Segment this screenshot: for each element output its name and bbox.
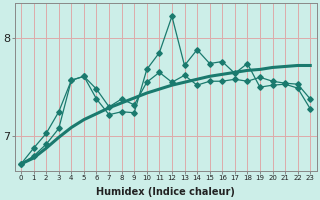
X-axis label: Humidex (Indice chaleur): Humidex (Indice chaleur) bbox=[96, 187, 235, 197]
